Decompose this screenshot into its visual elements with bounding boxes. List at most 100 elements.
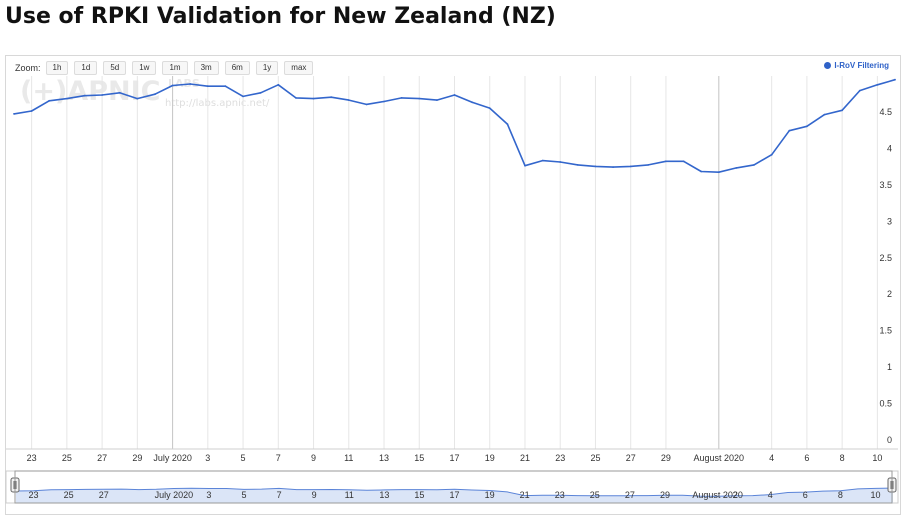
data-point[interactable] xyxy=(101,94,103,96)
data-point[interactable] xyxy=(295,97,297,99)
y-tick-label: 3 xyxy=(887,216,892,226)
data-point[interactable] xyxy=(735,167,738,169)
data-point[interactable] xyxy=(383,100,385,103)
data-point[interactable] xyxy=(841,109,843,112)
data-point[interactable] xyxy=(700,170,703,173)
zoom-1m-button[interactable]: 1m xyxy=(162,61,188,75)
data-point[interactable] xyxy=(224,85,227,88)
data-point[interactable] xyxy=(488,107,491,109)
navigator-tick-label: 29 xyxy=(660,490,670,500)
legend-series-label: I-RoV Filtering xyxy=(834,61,889,70)
data-point[interactable] xyxy=(665,160,667,163)
data-point[interactable] xyxy=(541,159,544,162)
data-point[interactable] xyxy=(823,113,826,116)
data-point[interactable] xyxy=(524,164,526,167)
zoom-bar: Zoom: 1h 1d 5d 1w 1m 3m 6m 1y max xyxy=(15,61,319,75)
navigator-tick-label: 21 xyxy=(520,490,530,500)
data-point[interactable] xyxy=(206,85,209,88)
data-point[interactable] xyxy=(629,165,632,168)
navigator-series-line xyxy=(15,487,894,497)
data-point[interactable] xyxy=(594,165,597,168)
data-point[interactable] xyxy=(277,83,280,86)
x-tick-label: 5 xyxy=(241,453,246,463)
chart-legend[interactable]: I-RoV Filtering xyxy=(824,61,889,70)
x-tick-label: 9 xyxy=(311,453,316,463)
zoom-1h-button[interactable]: 1h xyxy=(45,61,69,75)
navigator-tick-label: 23 xyxy=(555,490,565,500)
navigator-selected-range[interactable] xyxy=(14,470,893,504)
zoom-3m-button[interactable]: 3m xyxy=(193,61,219,75)
data-point[interactable] xyxy=(66,97,68,100)
navigator-tick-label: 19 xyxy=(485,490,495,500)
data-point[interactable] xyxy=(400,97,403,99)
x-tick-label: 3 xyxy=(205,453,210,463)
y-tick-label: 0.5 xyxy=(879,399,892,409)
data-point[interactable] xyxy=(453,94,456,96)
x-tick-label: July 2020 xyxy=(153,453,192,463)
data-point[interactable] xyxy=(242,95,245,98)
x-tick-label: 25 xyxy=(62,453,72,463)
data-point[interactable] xyxy=(806,125,808,128)
data-point[interactable] xyxy=(154,93,156,96)
data-point[interactable] xyxy=(30,110,33,112)
zoom-1w-button[interactable]: 1w xyxy=(132,61,157,75)
navigator-tick-label: 4 xyxy=(768,490,773,500)
data-point[interactable] xyxy=(171,84,174,87)
y-tick-label: 4.5 xyxy=(879,107,892,117)
navigator-tick-label: 11 xyxy=(345,490,354,500)
data-point[interactable] xyxy=(365,103,368,106)
data-point[interactable] xyxy=(858,89,861,92)
zoom-6m-button[interactable]: 6m xyxy=(224,61,250,75)
y-tick-label: 1 xyxy=(887,362,892,372)
navigator-tick-label: July 2020 xyxy=(155,490,194,500)
data-point[interactable] xyxy=(894,78,896,81)
data-point[interactable] xyxy=(436,99,438,101)
data-point[interactable] xyxy=(876,83,879,86)
zoom-1d-button[interactable]: 1d xyxy=(74,61,98,75)
navigator-tick-label: 10 xyxy=(870,490,880,500)
data-point[interactable] xyxy=(682,160,685,163)
data-point[interactable] xyxy=(471,101,473,104)
x-tick-label: 10 xyxy=(872,453,882,463)
zoom-5d-button[interactable]: 5d xyxy=(103,61,127,75)
zoom-label: Zoom: xyxy=(15,63,41,73)
chart-frame xyxy=(5,55,901,515)
navigator-area xyxy=(16,488,893,503)
y-tick-label: 2 xyxy=(887,289,892,299)
data-point[interactable] xyxy=(788,129,791,132)
data-point[interactable] xyxy=(753,164,755,166)
navigator-tick-label: 9 xyxy=(312,490,317,500)
zoom-1y-button[interactable]: 1y xyxy=(255,61,279,75)
data-point[interactable] xyxy=(136,97,139,100)
watermark-url: http://labs.apnic.net/ xyxy=(165,98,270,109)
zoom-max-button[interactable]: max xyxy=(284,61,314,75)
data-point[interactable] xyxy=(259,91,262,94)
x-tick-label: 21 xyxy=(520,453,530,463)
data-point[interactable] xyxy=(118,91,121,94)
navigator-tick-label: 6 xyxy=(803,490,808,500)
y-tick-label: 0 xyxy=(887,435,892,445)
data-point[interactable] xyxy=(312,97,315,100)
data-point[interactable] xyxy=(189,83,192,85)
data-point[interactable] xyxy=(717,171,720,174)
navigator-tick-label: 13 xyxy=(379,490,389,500)
data-point[interactable] xyxy=(83,94,86,97)
data-point[interactable] xyxy=(347,99,350,101)
y-tick-label: 4 xyxy=(887,143,892,153)
data-point[interactable] xyxy=(559,161,562,163)
data-point[interactable] xyxy=(418,97,421,100)
data-point[interactable] xyxy=(13,113,15,115)
navigator-tick-label: 23 xyxy=(29,490,39,500)
y-tick-label: 1.5 xyxy=(879,326,892,336)
data-point[interactable] xyxy=(506,123,509,125)
data-point[interactable] xyxy=(576,164,579,166)
data-point[interactable] xyxy=(770,153,773,156)
x-tick-label: 7 xyxy=(276,453,281,463)
data-point[interactable] xyxy=(647,164,650,166)
watermark-labs: LABS xyxy=(168,77,200,90)
x-tick-label: 23 xyxy=(555,453,565,463)
data-point[interactable] xyxy=(48,99,51,102)
data-point[interactable] xyxy=(330,96,333,99)
legend-marker-icon xyxy=(824,62,832,69)
data-point[interactable] xyxy=(612,166,614,169)
